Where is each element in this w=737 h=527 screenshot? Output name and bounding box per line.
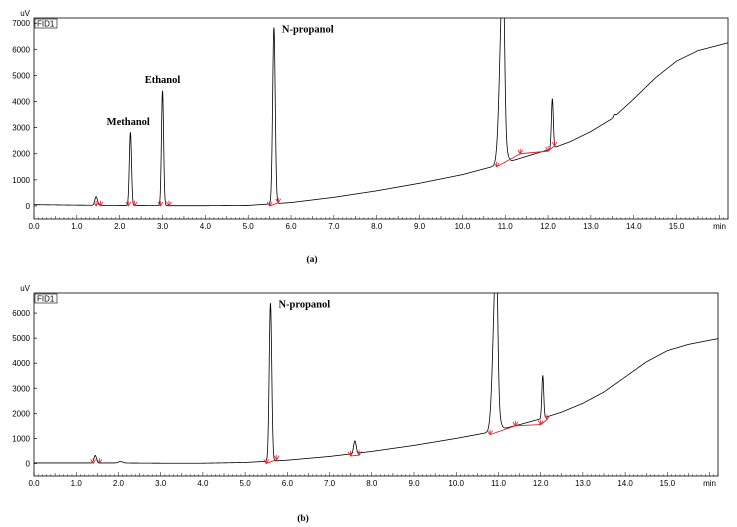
peak-label: N-propanol xyxy=(282,25,334,36)
x-tick-label: 10.0 xyxy=(448,479,464,488)
integration-baseline xyxy=(489,425,516,436)
x-tick-label: 5.0 xyxy=(240,479,252,488)
y-tick-label: 2000 xyxy=(12,409,30,418)
integration-marker xyxy=(263,458,270,465)
integration-marker xyxy=(545,146,551,152)
integration-baseline xyxy=(266,459,277,464)
x-tick-label: 4.0 xyxy=(197,479,209,488)
integration-baseline xyxy=(515,424,541,427)
x-tick-label: 6.0 xyxy=(282,479,294,488)
x-tick-label: 7.0 xyxy=(328,222,340,231)
signal-trace xyxy=(34,293,718,464)
integration-marker xyxy=(97,200,104,207)
integration-marker xyxy=(131,200,138,207)
y-tick-label: 2000 xyxy=(12,150,30,159)
x-tick-label: 8.0 xyxy=(366,479,378,488)
x-tick-label: 15.0 xyxy=(669,222,685,231)
x-tick-label: 11.0 xyxy=(498,222,514,231)
integration-marker xyxy=(551,140,558,147)
y-tick-label: 4000 xyxy=(12,359,30,368)
y-unit-label: uV xyxy=(20,284,30,293)
peak-label: Ethanol xyxy=(145,75,181,86)
y-tick-label: 3000 xyxy=(12,124,30,133)
x-tick-label: 0.0 xyxy=(28,222,40,231)
x-tick-label: 10.0 xyxy=(455,222,471,231)
integration-marker xyxy=(166,200,172,207)
integration-marker xyxy=(96,458,103,464)
panel-caption: (a) xyxy=(306,254,317,265)
x-unit-label: min xyxy=(703,479,716,488)
x-tick-label: 1.0 xyxy=(71,479,83,488)
x-tick-label: 2.0 xyxy=(114,222,126,231)
x-tick-label: 2.0 xyxy=(113,479,125,488)
integration-marker xyxy=(347,450,354,457)
plot-frame xyxy=(33,292,719,477)
integration-marker xyxy=(273,454,280,461)
x-tick-label: 6.0 xyxy=(285,222,297,231)
integration-marker xyxy=(544,414,550,421)
x-unit-label: min xyxy=(713,222,726,231)
y-tick-label: 0 xyxy=(26,459,31,468)
y-tick-label: 7000 xyxy=(12,19,30,28)
integration-baseline xyxy=(350,454,360,457)
detector-label-text: FID1 xyxy=(37,20,55,29)
peak-label: Methanol xyxy=(107,117,150,128)
x-tick-label: 4.0 xyxy=(200,222,212,231)
y-tick-label: 1000 xyxy=(12,176,30,185)
chromatogram-panel-a: uV FID1 0 1000 2000 3000 4000 5000 6000 7000 0.0 1.… xyxy=(12,9,729,265)
x-tick-label: 8.0 xyxy=(371,222,383,231)
y-tick-label: 0 xyxy=(26,202,31,211)
x-tick-label: 3.0 xyxy=(157,222,169,231)
y-tick-label: 5000 xyxy=(12,334,30,343)
x-tick-label: 15.0 xyxy=(660,479,676,488)
detector-label-box xyxy=(34,293,58,304)
chromatogram-panel-b: uV FID1 0 1000 2000 3000 4000 5000 6000 0.0 1.0 2.0… xyxy=(12,284,719,524)
y-tick-label: 5000 xyxy=(12,71,30,80)
integration-marker xyxy=(537,419,544,426)
integration-marker xyxy=(487,429,493,436)
signal-trace xyxy=(34,18,728,207)
x-tick-label: 11.0 xyxy=(491,479,507,488)
x-tick-label: 0.0 xyxy=(28,479,40,488)
integration-baseline xyxy=(540,419,548,425)
x-tick-label: 12.0 xyxy=(533,479,549,488)
integration-marker xyxy=(93,200,99,207)
x-tick-label: 13.0 xyxy=(583,222,599,231)
integration-marker xyxy=(157,200,164,207)
integration-marker xyxy=(90,458,96,465)
y-unit-label: uV xyxy=(20,9,30,18)
x-tick-label: 12.0 xyxy=(540,222,556,231)
integration-marker xyxy=(517,148,524,155)
integration-marker xyxy=(125,200,132,207)
integration-baseline xyxy=(269,202,279,207)
integration-marker xyxy=(356,450,362,456)
integration-baseline xyxy=(547,145,555,152)
peak-label: N-propanol xyxy=(278,299,330,310)
x-tick-label: 9.0 xyxy=(408,479,420,488)
integration-marker xyxy=(275,197,282,204)
x-tick-label: 7.0 xyxy=(324,479,336,488)
integration-marker xyxy=(266,200,273,207)
y-tick-label: 3000 xyxy=(12,384,30,393)
integration-baseline xyxy=(496,153,521,168)
x-tick-label: 14.0 xyxy=(626,222,642,231)
x-tick-label: 9.0 xyxy=(414,222,426,231)
detector-label: FID1 xyxy=(34,18,58,29)
integration-marker xyxy=(493,161,500,168)
integration-marker xyxy=(512,420,519,427)
x-tick-label: 13.0 xyxy=(575,479,591,488)
y-tick-label: 6000 xyxy=(12,45,30,54)
y-tick-label: 1000 xyxy=(12,434,30,443)
detector-label: FID1 xyxy=(34,293,58,304)
panel-caption: (b) xyxy=(297,513,309,524)
x-tick-label: 5.0 xyxy=(243,222,255,231)
y-tick-label: 4000 xyxy=(12,98,30,107)
x-tick-label: 3.0 xyxy=(155,479,167,488)
x-tick-label: 1.0 xyxy=(71,222,83,231)
detector-label-text: FID1 xyxy=(37,295,55,304)
x-tick-label: 14.0 xyxy=(617,479,633,488)
integration-baseline xyxy=(520,150,549,155)
y-tick-label: 6000 xyxy=(12,309,30,318)
